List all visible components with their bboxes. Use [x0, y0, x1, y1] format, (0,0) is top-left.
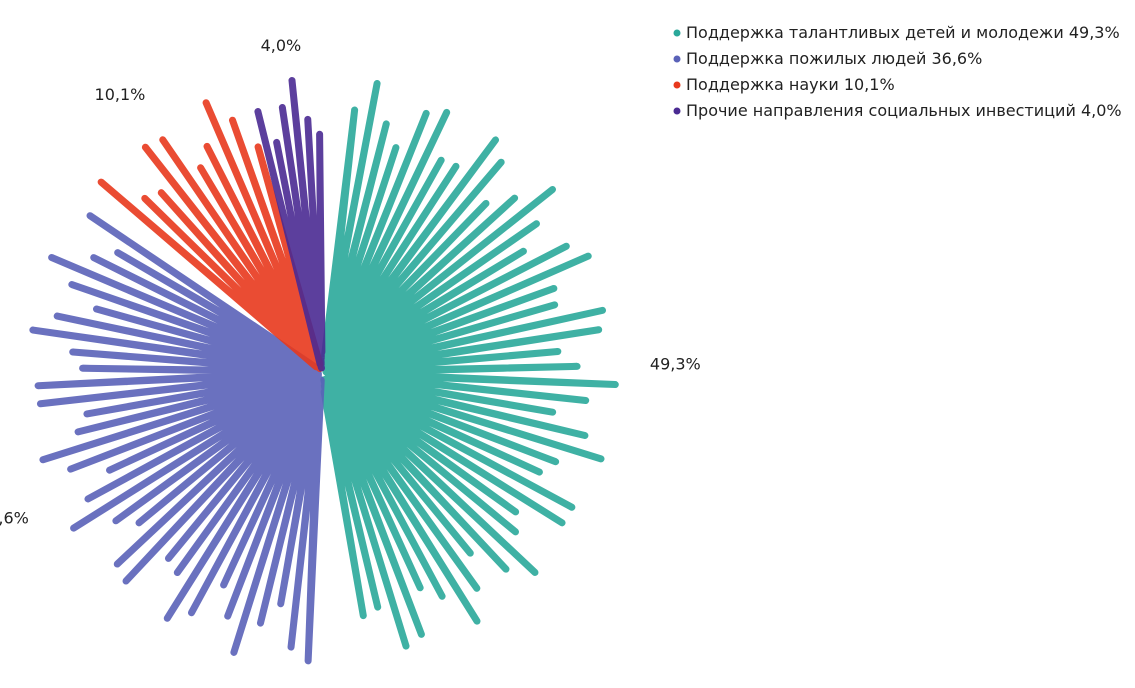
legend-value: 49,3%	[1069, 23, 1120, 42]
pie-slice	[29, 212, 325, 665]
legend-value: 10,1%	[844, 75, 895, 94]
pie-slice	[319, 79, 619, 650]
legend-marker	[673, 55, 681, 63]
legend-marker	[673, 107, 681, 115]
legend-value: 4,0%	[1081, 101, 1122, 120]
legend-marker	[673, 81, 681, 89]
pie-slice	[97, 99, 324, 373]
legend-entry: Поддержка талантливых детей и молодежи 4…	[686, 23, 1120, 42]
legend-name: Поддержка талантливых детей и молодежи	[686, 23, 1064, 42]
legend-name: Прочие направления социальных инвестиций	[686, 101, 1076, 120]
legend-entry: Поддержка науки 10,1%	[686, 75, 895, 94]
legend-value: 36,6%	[931, 49, 982, 68]
legend-name: Поддержка науки	[686, 75, 839, 94]
value-label: 10,1%	[95, 85, 146, 104]
legend-entry: Поддержка пожилых людей 36,6%	[686, 49, 982, 68]
legend-name: Поддержка пожилых людей	[686, 49, 926, 68]
legend-entry: Прочие направления социальных инвестиций…	[686, 101, 1122, 120]
value-label: 4,0%	[261, 36, 302, 55]
legend-marker	[673, 29, 681, 37]
value-label: 49,3%	[650, 354, 701, 373]
pie-slice	[254, 76, 326, 372]
value-label: 36,6%	[0, 509, 29, 528]
